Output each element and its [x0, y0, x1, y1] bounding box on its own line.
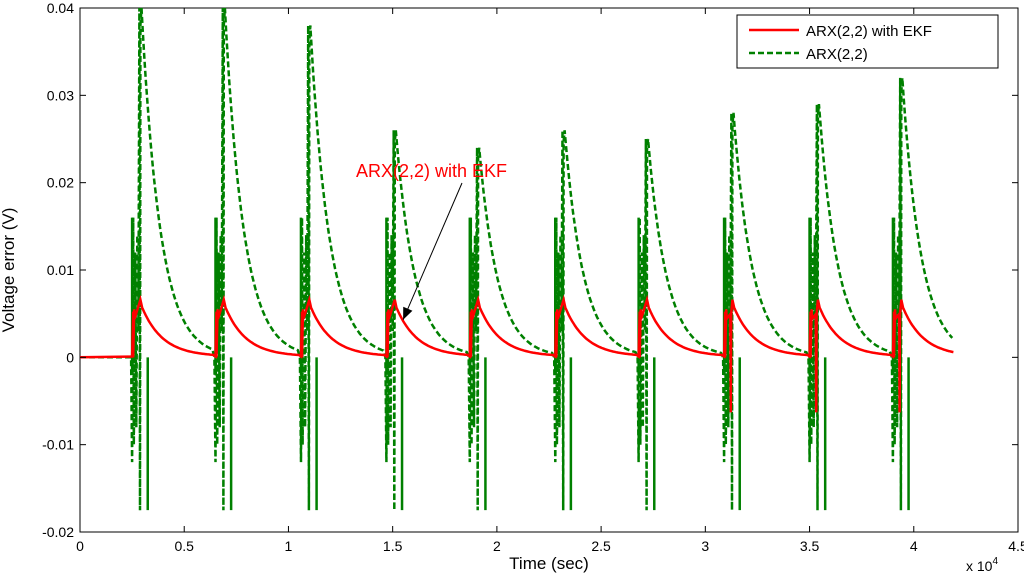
x-axis-exponent-power: 4: [992, 556, 998, 567]
annotation-arrow: [402, 182, 463, 320]
y-tick-label: -0.01: [42, 437, 74, 453]
annotation-text: ARX(2,2) with EKF: [356, 161, 507, 181]
series-layer: [79, 7, 954, 511]
legend-box: [736, 14, 999, 69]
series-line-arx: [80, 7, 954, 511]
x-axis: 0 0.5 1 1.5 2 2.5 3 3.5 4 4.5: [76, 8, 1024, 554]
x-tick-label: 2.5: [591, 538, 611, 554]
x-tick-label: 1: [285, 538, 293, 554]
x-axis-title: Time (sec): [509, 554, 589, 573]
x-tick-label: 3: [701, 538, 709, 554]
y-tick-label: 0: [66, 349, 74, 365]
y-tick-label: 0.04: [47, 0, 74, 16]
x-tick-label: 0: [76, 538, 84, 554]
legend-label-arx: ARX(2,2): [806, 46, 868, 63]
x-tick-label: 1.5: [383, 538, 403, 554]
annotation: ARX(2,2) with EKF: [356, 161, 507, 320]
y-axis-title: Voltage error (V): [0, 208, 18, 333]
x-tick-label: 4: [910, 538, 918, 554]
annotation-arrowhead: [403, 306, 413, 320]
plot-area: [79, 7, 1019, 533]
y-tick-label: 0.03: [47, 87, 74, 103]
x-axis-exponent: x 104: [966, 556, 998, 574]
legend: ARX(2,2) with EKF ARX(2,2): [736, 14, 999, 69]
x-tick-label: 0.5: [174, 538, 194, 554]
x-tick-label: 2: [493, 538, 501, 554]
y-tick-label: 0.01: [47, 262, 74, 278]
y-tick-label: 0.02: [47, 175, 74, 191]
y-tick-label: -0.02: [42, 524, 74, 540]
legend-label-ekf: ARX(2,2) with EKF: [806, 23, 932, 40]
y-axis: -0.02 -0.01 0 0.01 0.02 0.03 0.04: [42, 0, 1018, 540]
x-tick-label: 4.5: [1008, 538, 1024, 554]
x-axis-exponent-base: x 10: [966, 558, 993, 574]
x-tick-label: 3.5: [800, 538, 820, 554]
series-line-ekf: [79, 294, 954, 413]
